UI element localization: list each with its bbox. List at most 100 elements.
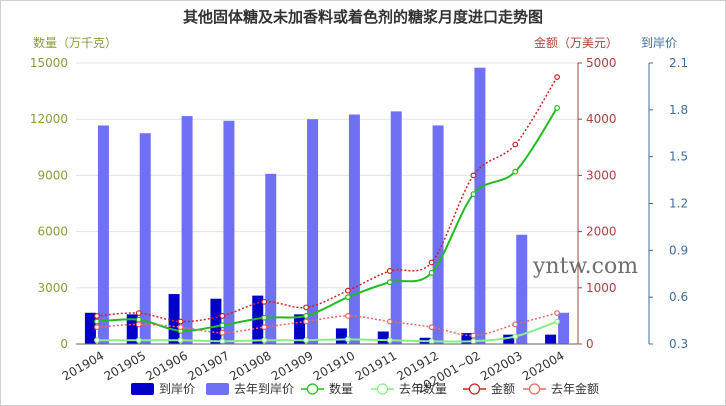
last-year-price-bar <box>265 173 277 344</box>
left-tick-label: 12000 <box>30 112 68 126</box>
left-axis-name: 数量（万千克） <box>33 35 117 50</box>
amount-tick-label: 2000 <box>586 225 617 239</box>
last-year-amount-point <box>554 310 560 316</box>
last-year-amount-point <box>428 324 435 331</box>
last-year-quantity-point <box>303 337 309 344</box>
last-year-amount-point <box>219 329 226 336</box>
price-tick-label: 2.1 <box>669 56 688 70</box>
amount-point <box>94 313 100 319</box>
last-year-quantity-point <box>94 337 100 344</box>
last-year-amount-point <box>261 324 268 331</box>
amount-point <box>303 304 309 311</box>
amount-point <box>345 287 351 294</box>
quantity-point <box>345 294 351 301</box>
legend-price-swatch <box>131 383 154 395</box>
amount-point <box>219 313 226 319</box>
price-bar <box>252 295 264 344</box>
price-tick-label: 1.2 <box>669 197 688 211</box>
left-tick-label: 0 <box>60 337 68 351</box>
price-bar <box>545 334 557 344</box>
amount-point <box>261 298 268 305</box>
x-tick-label: 201910 <box>311 348 358 383</box>
amount-point <box>554 74 560 80</box>
x-tick-label: 202004 <box>520 348 567 383</box>
left-tick-label: 3000 <box>37 281 68 295</box>
last-year-quantity-point <box>386 337 393 344</box>
amount-tick-label: 0 <box>586 337 594 351</box>
price-bar <box>503 334 515 344</box>
last-year-amount-point <box>470 332 477 339</box>
last-year-quantity-point <box>512 333 519 340</box>
legend-last-year-amount-label: 去年金额 <box>551 381 599 396</box>
legend-last-year-quantity-label: 去年数量 <box>399 381 447 396</box>
quantity-point <box>470 191 477 198</box>
price-tick-label: 1.5 <box>669 150 688 164</box>
legend-amount-marker <box>468 383 481 395</box>
last-year-price-bar <box>223 120 235 344</box>
price-bar <box>168 294 180 344</box>
price-bar <box>377 331 389 344</box>
price-bar <box>210 298 222 344</box>
legend-last-year-price-swatch <box>206 383 229 395</box>
price-tick-label: 0.3 <box>669 337 688 351</box>
last-year-quantity-point <box>345 336 351 343</box>
quantity-line <box>96 107 558 332</box>
last-year-price-bar <box>558 312 570 344</box>
grid-lines <box>76 62 578 345</box>
left-tick-label: 9000 <box>37 168 68 182</box>
last-year-quantity-point <box>428 338 435 345</box>
legend-last-year-price-label: 去年到岸价 <box>234 382 294 396</box>
amount-tick-label: 3000 <box>586 168 617 182</box>
legend-price-label: 到岸价 <box>159 382 195 396</box>
amount-point <box>428 259 435 266</box>
last-year-quantity-line <box>96 320 558 343</box>
quantity-point <box>428 269 435 276</box>
price-bar <box>294 314 306 344</box>
quantity-point <box>554 105 560 111</box>
last-year-price-bar <box>474 67 486 344</box>
price-tick-label: 0.9 <box>669 243 688 257</box>
last-year-price-bar <box>390 111 402 345</box>
amount-tick-label: 5000 <box>586 56 617 70</box>
x-tick-label: 201907 <box>185 348 232 383</box>
quantity-point <box>135 316 142 323</box>
last-year-price-bar <box>181 116 193 344</box>
legend-quantity-label: 数量 <box>329 381 353 396</box>
last-year-amount-point <box>135 321 142 328</box>
last-year-amount-point <box>345 313 351 319</box>
x-tick-label: 201906 <box>143 348 190 383</box>
watermark-text: yntw.com <box>532 254 638 279</box>
amount-point <box>135 310 142 316</box>
price-tick-label: 1.8 <box>669 103 688 117</box>
price-bar <box>84 312 96 344</box>
x-tick-label: 201909 <box>269 348 316 383</box>
line-series-group <box>94 74 560 345</box>
price-bar <box>461 333 473 344</box>
last-year-quantity-point <box>470 338 477 345</box>
price-bar <box>335 328 347 344</box>
price-tick-label: 0.6 <box>669 290 688 304</box>
legend-amount-label: 金额 <box>491 381 515 396</box>
x-tick-label: 201911 <box>353 348 400 383</box>
last-year-price-bar <box>139 133 151 344</box>
last-year-amount-line <box>96 312 558 337</box>
amount-tick-label: 4000 <box>586 112 617 126</box>
quantity-point <box>512 168 519 175</box>
legend-last-year-quantity-marker <box>376 383 389 395</box>
amount-point <box>470 172 477 179</box>
last-year-quantity-point <box>554 318 560 325</box>
price-axis-name: 到岸价 <box>641 36 677 50</box>
last-year-price-bar <box>516 234 528 344</box>
last-year-quantity-point <box>135 337 142 344</box>
last-year-price-bar <box>432 125 444 344</box>
bar-series-group <box>84 67 570 345</box>
legend-last-year-amount-marker <box>528 383 541 395</box>
x-tick-label: 201908 <box>227 348 274 383</box>
x-tick-label: 201905 <box>102 348 149 383</box>
last-year-amount-point <box>512 321 519 328</box>
amount-point <box>386 268 393 274</box>
quantity-point <box>94 318 100 325</box>
left-tick-label: 6000 <box>37 225 68 239</box>
quantity-point <box>303 313 309 319</box>
